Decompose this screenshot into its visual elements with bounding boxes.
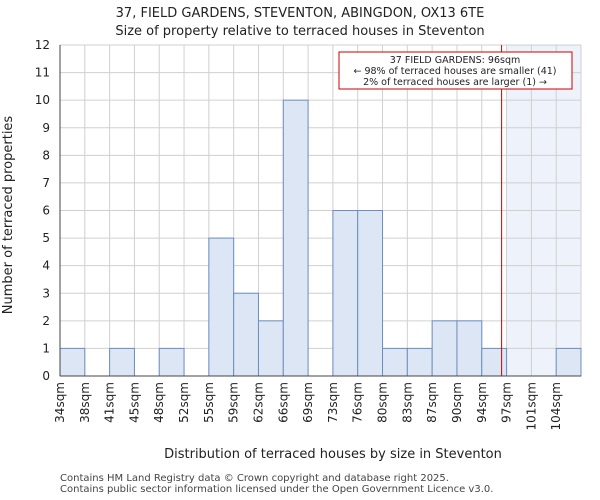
bar [456,320,483,377]
y-tick-label: 9 [42,121,50,135]
x-tick-label: 52sqm [177,382,191,423]
x-tick-label: 45sqm [127,382,141,423]
x-tick-label: 80sqm [376,382,390,423]
bar [555,347,582,377]
y-tick-label: 4 [42,259,50,273]
bar [208,237,235,377]
x-tick-label: 73sqm [326,382,340,423]
chart-title-line2: Size of property relative to terraced ho… [115,24,484,39]
x-tick-label: 101sqm [524,382,538,430]
y-tick-label: 0 [42,369,50,383]
bar [282,99,309,377]
bar [59,347,86,377]
bar [382,347,408,377]
y-tick-label: 1 [42,341,50,355]
x-tick-label: 55sqm [202,382,216,423]
bar [158,347,185,377]
annotation-line1: 37 FIELD GARDENS: 96sqm [390,55,520,66]
x-tick-label: 90sqm [450,382,464,423]
bar [257,320,284,377]
x-tick-label: 62sqm [251,382,265,423]
chart-title-line1: 37, FIELD GARDENS, STEVENTON, ABINGDON, … [116,6,485,21]
annotation-line3: 2% of terraced houses are larger (1) → [363,77,547,88]
x-tick-label: 69sqm [301,382,315,423]
x-tick-label: 76sqm [351,382,365,423]
x-tick-label: 59sqm [227,382,241,423]
bar [332,210,359,377]
y-tick-label: 6 [42,204,50,218]
x-tick-label: 38sqm [78,382,92,423]
y-tick-label: 7 [42,176,50,190]
footer-line2: Contains public sector information licen… [60,484,494,495]
footer-line1: Contains HM Land Registry data © Crown c… [60,473,449,484]
y-axis-label: Number of terraced properties [1,116,16,315]
x-tick-label: 41sqm [103,382,117,423]
y-tick-label: 5 [42,231,50,245]
y-tick-label: 8 [42,148,50,162]
bar [406,347,433,377]
x-tick-label: 66sqm [276,382,290,423]
x-axis-label: Distribution of terraced houses by size … [164,447,502,462]
annotation-box [338,51,573,90]
x-tick-label: 87sqm [425,382,439,423]
x-tick-label: 94sqm [475,382,489,423]
bar [109,347,135,377]
x-tick-label: 97sqm [500,382,514,423]
x-tick-label: 48sqm [152,382,166,423]
bar [481,347,508,377]
y-tick-label: 10 [35,93,50,107]
bar [233,292,259,377]
bar [357,210,384,377]
bar [431,320,458,377]
x-tick-label: 34sqm [53,382,67,423]
y-tick-label: 11 [35,66,50,80]
y-tick-label: 3 [42,286,50,300]
annotation-line2: ← 98% of terraced houses are smaller (41… [353,66,556,77]
y-tick-label: 12 [35,38,50,52]
y-tick-label: 2 [42,314,50,328]
x-tick-label: 83sqm [400,382,414,423]
x-tick-label: 104sqm [549,382,563,430]
